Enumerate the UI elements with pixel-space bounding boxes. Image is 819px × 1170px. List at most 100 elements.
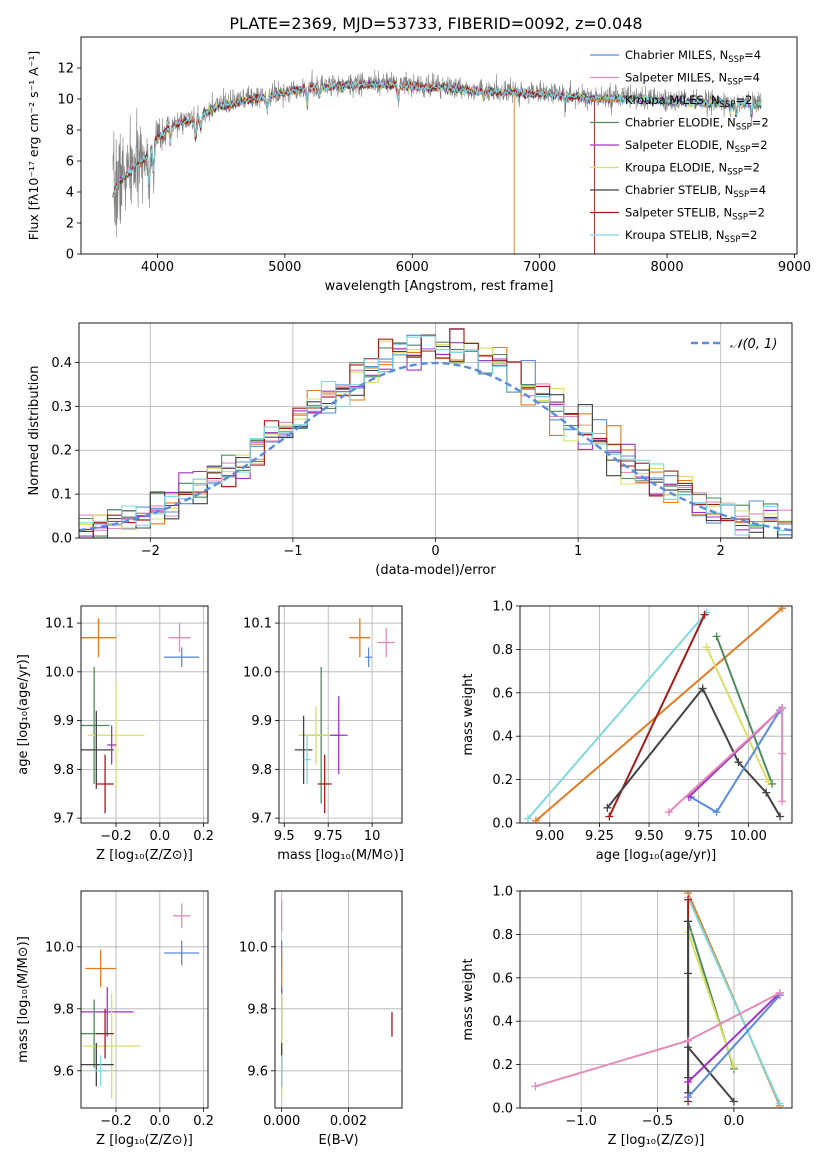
errorbar-point <box>81 618 117 658</box>
errorbar-point <box>81 1042 114 1087</box>
y-tick-label: 9.9 <box>251 714 272 729</box>
errorbar-point <box>81 710 114 789</box>
axes-frame <box>278 605 403 824</box>
errorbar-point <box>168 623 191 653</box>
weight-marker <box>684 895 693 904</box>
y-tick-label: 0.6 <box>492 971 513 986</box>
weight-line-kroupa_elodie <box>687 931 735 1068</box>
x-tick-label: 9.00 <box>535 829 564 844</box>
x-tick-label: 0.2 <box>193 1114 214 1129</box>
x-tick-label: 9.50 <box>635 829 664 844</box>
y-tick-label: 0.0 <box>492 1102 513 1117</box>
weight-marker <box>775 1099 784 1108</box>
axes-frame <box>80 890 209 1109</box>
x-tick-label: −1.0 <box>565 1114 597 1129</box>
y-tick-label: 6 <box>66 155 74 170</box>
y-tick-label: 0.2 <box>492 1058 513 1073</box>
errorbar-point <box>81 987 134 1037</box>
y-tick-label: 0.3 <box>51 400 72 415</box>
weight-line-chabrier_elodie <box>715 636 774 785</box>
errorbar-point <box>81 666 110 784</box>
weight-line-chabrier_miles <box>690 709 781 814</box>
weight-line-kroupa_stelib <box>527 611 708 820</box>
panel-weight_vs_age: 9.00 9.25 9.50 9.75 10.00 0.0 0.2 0.4 0.6 0.8 1.0 a… <box>461 600 793 863</box>
y-tick-label: 12 <box>57 62 74 77</box>
errorbar-point <box>96 754 114 814</box>
y-tick-label: 10.1 <box>45 617 74 632</box>
errorbar-point <box>303 735 311 784</box>
plot-area <box>81 903 200 1099</box>
x-tick-label: 9.75 <box>684 829 713 844</box>
x-axis-label: E(B-V) <box>318 1133 358 1148</box>
model-line-kroupa_miles <box>112 80 515 254</box>
weight-marker <box>531 1082 540 1091</box>
x-tick-label: 7000 <box>523 260 556 275</box>
y-tick-label: 10.0 <box>45 940 74 955</box>
errorbar-point <box>172 903 191 929</box>
plot-area <box>531 891 784 1108</box>
y-tick-label: 0 <box>66 248 74 263</box>
y-tick-label: 0.4 <box>492 730 513 745</box>
axes-frame <box>78 322 793 539</box>
weight-line-salpeter_miles <box>668 705 784 813</box>
errorbar-point <box>107 725 117 765</box>
weight-marker <box>603 803 612 812</box>
weight-marker <box>700 610 709 619</box>
y-tick-label: 8 <box>66 124 74 139</box>
weight-marker <box>734 758 743 767</box>
errorbar-point <box>329 696 348 775</box>
errorbar-point <box>317 754 332 814</box>
axes-frame <box>519 605 793 824</box>
y-tick-label: 9.7 <box>251 812 272 827</box>
y-tick-label: 1.0 <box>492 600 513 615</box>
weight-marker <box>778 606 787 613</box>
y-axis-label: Normed distribution <box>27 366 42 496</box>
histogram-kroupa_stelib <box>79 335 792 536</box>
errorbar-point <box>164 940 200 966</box>
x-tick-label: 10.00 <box>730 829 767 844</box>
figure-title: PLATE=2369, MJD=53733, FIBERID=0092, z=0… <box>229 14 642 33</box>
plot-area <box>523 606 787 823</box>
axes-frame <box>519 890 793 1109</box>
weight-marker <box>664 808 673 817</box>
weight-marker <box>684 1093 693 1102</box>
x-axis-label: wavelength [Angstrom, rest frame] <box>325 279 554 294</box>
weight-marker <box>684 1036 693 1045</box>
weight-marker <box>729 1062 738 1071</box>
errorbar-point <box>365 647 373 667</box>
y-tick-label: 0.8 <box>492 928 513 943</box>
y-tick-label: 10.0 <box>239 940 268 955</box>
legend-entry: Chabrier ELODIE, NSSP=2 <box>625 116 769 133</box>
y-tick-label: 9.8 <box>53 763 74 778</box>
weight-marker <box>698 684 707 693</box>
y-tick-label: 10.1 <box>243 617 272 632</box>
legend-entry: Kroupa MILES, NSSP=2 <box>625 93 752 110</box>
y-tick-label: 0.0 <box>51 532 72 547</box>
x-tick-label: 2 <box>717 544 725 559</box>
x-tick-label: 0.0 <box>724 1114 745 1129</box>
x-axis-label: mass [log₁₀(M/M⊙)] <box>277 848 404 863</box>
panel-mass_vs_ebv: 0.000 0.002 9.6 9.8 10.0 E(B-V) <box>239 890 403 1148</box>
y-tick-label: 9.6 <box>247 1064 268 1079</box>
weight-marker <box>778 703 787 712</box>
y-tick-label: 10 <box>57 93 74 108</box>
weight-marker <box>684 969 693 978</box>
x-tick-label: 0.0 <box>149 1114 170 1129</box>
x-axis-label: age [log₁₀(age/yr)] <box>596 848 717 863</box>
weight-marker <box>764 777 773 786</box>
x-tick-label: −2 <box>141 544 160 559</box>
weight-marker <box>712 808 721 817</box>
x-tick-label: 9.5 <box>274 829 295 844</box>
y-tick-label: 9.6 <box>53 1064 74 1079</box>
y-tick-label: 9.7 <box>53 812 74 827</box>
weight-line-chabrier_miles <box>687 994 781 1098</box>
normal-curve <box>79 361 792 532</box>
weight-marker <box>531 816 540 823</box>
x-tick-label: −0.2 <box>100 1114 132 1129</box>
y-tick-label: 0.8 <box>492 643 513 658</box>
x-axis-label: Z [log₁₀(Z/Z⊙)] <box>96 1133 193 1148</box>
x-tick-label: 9.75 <box>314 829 343 844</box>
x-tick-label: 0.0 <box>149 829 170 844</box>
weight-line-salpeter_stelib <box>608 614 706 817</box>
x-tick-label: −1 <box>283 544 302 559</box>
